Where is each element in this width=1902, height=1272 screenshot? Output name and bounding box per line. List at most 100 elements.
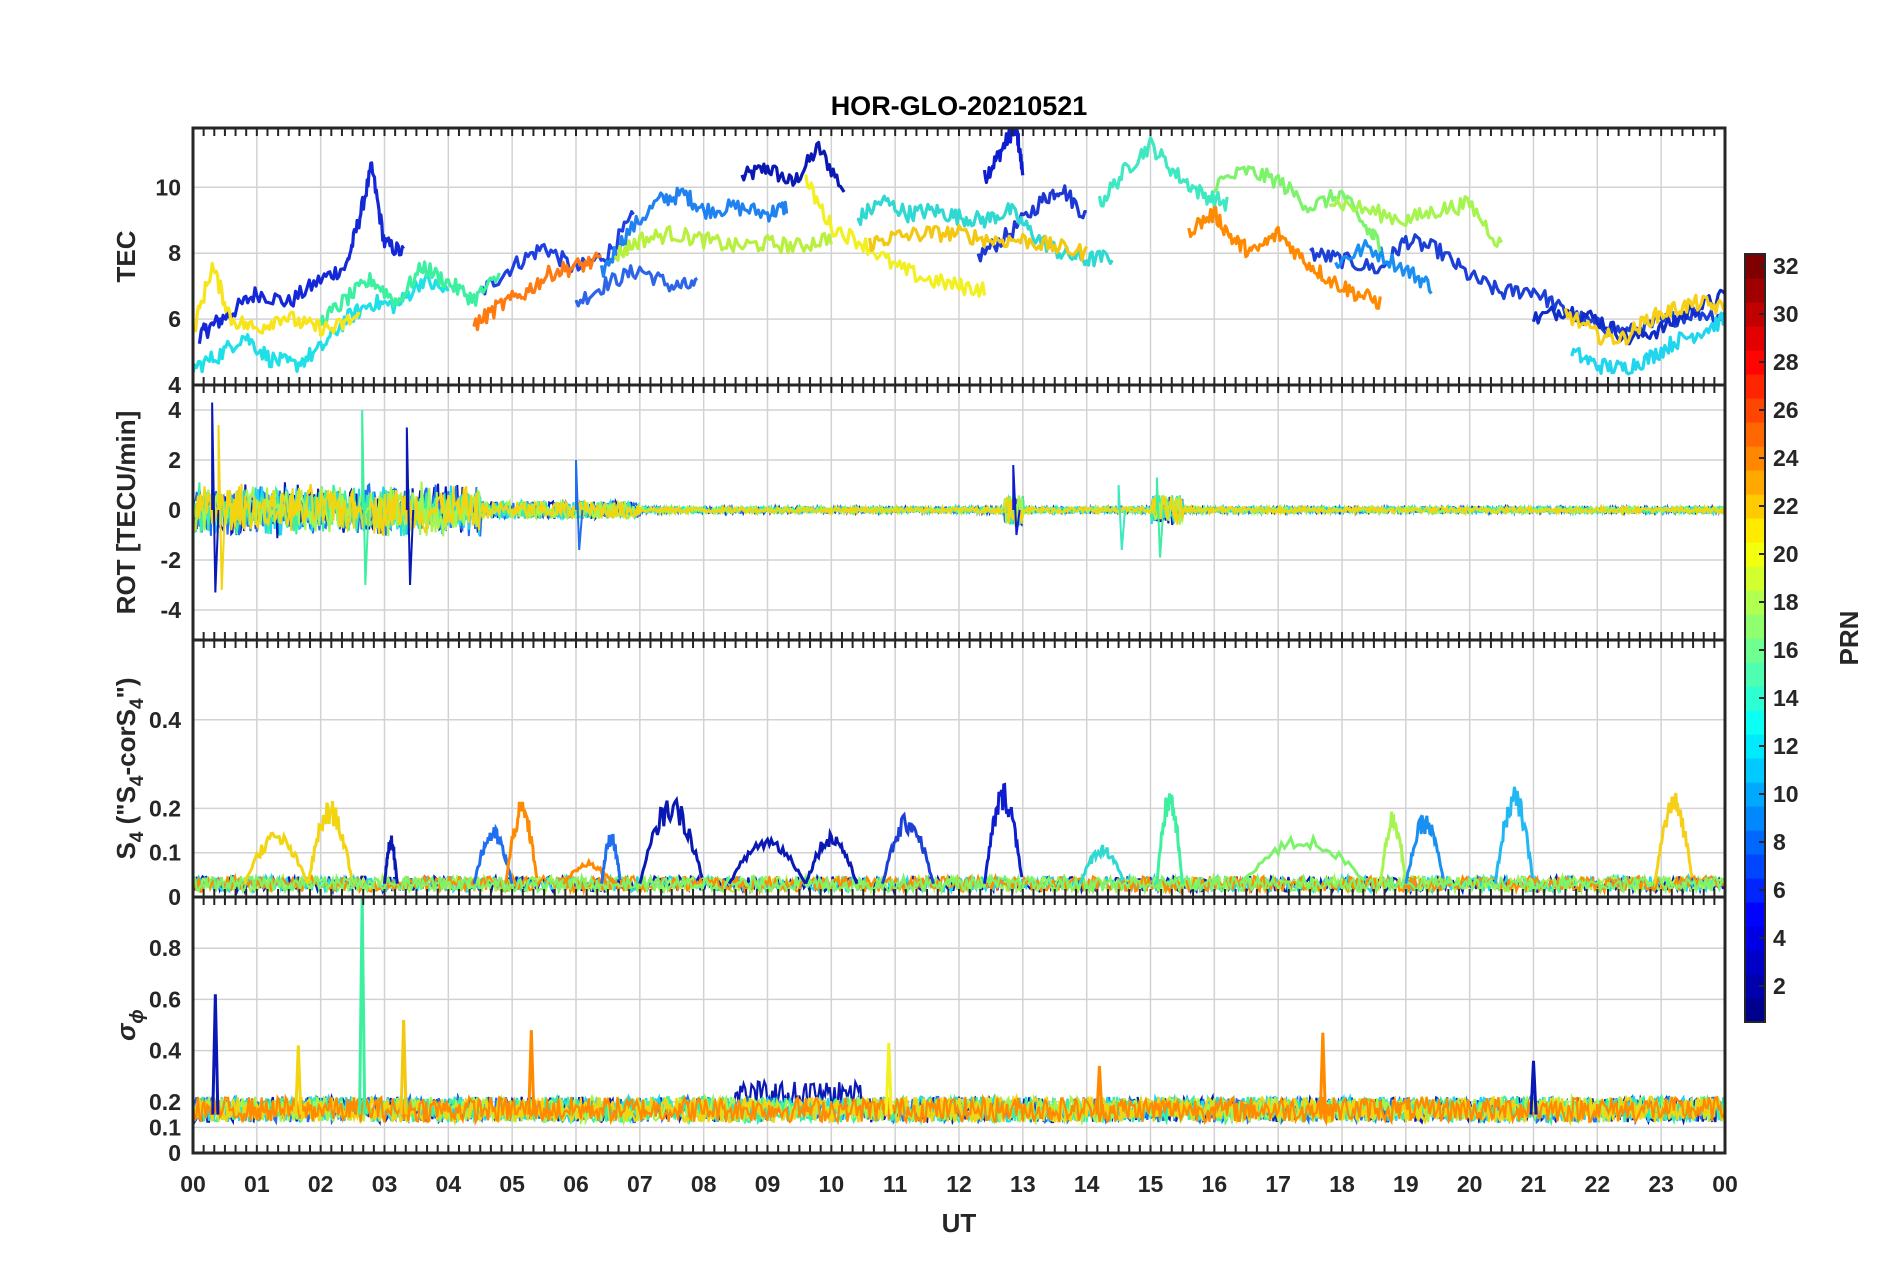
y-tick-label: 0.6 bbox=[149, 986, 181, 1012]
s4-event bbox=[306, 801, 353, 885]
colorbar-segment bbox=[1745, 854, 1765, 879]
sigma-spike bbox=[884, 1042, 893, 1115]
series-line-prn-24 bbox=[472, 251, 602, 332]
y-axis-label: TEC bbox=[111, 230, 141, 282]
sigma-spike bbox=[294, 1045, 303, 1115]
x-tick-label: 00 bbox=[1712, 1171, 1738, 1197]
colorbar-tick-label: 8 bbox=[1773, 829, 1786, 855]
panel-rot: -4 -2 0 2 4 ROT [TECU/min] bbox=[111, 383, 1727, 642]
y-tick-label: 0.2 bbox=[149, 1089, 181, 1115]
y-axis-label: ROT [TECU/min] bbox=[111, 411, 141, 615]
colorbar-segment bbox=[1745, 470, 1765, 495]
colorbar-segment bbox=[1745, 782, 1765, 807]
panel-s4: 00.10.20.4S4 ("S4-corS4") bbox=[111, 638, 1727, 910]
series-line-prn-25 bbox=[1563, 293, 1725, 346]
x-tick-label: 07 bbox=[627, 1171, 653, 1197]
y-axis-label-part: ϕ bbox=[127, 1009, 148, 1023]
colorbar-segment bbox=[1745, 278, 1765, 303]
series-line-prn-15 bbox=[1570, 311, 1725, 376]
rot-burst bbox=[211, 402, 220, 593]
colorbar-tick-label: 12 bbox=[1773, 733, 1799, 759]
colorbar-tick-label: 16 bbox=[1773, 637, 1799, 663]
x-tick-label: 20 bbox=[1457, 1171, 1483, 1197]
y-axis-label-part: ") bbox=[111, 677, 141, 698]
y-axis-label-part: σ bbox=[111, 1022, 141, 1041]
colorbar-segment bbox=[1745, 374, 1765, 399]
colorbar-tick-label: 32 bbox=[1773, 253, 1799, 279]
colorbar-segment bbox=[1745, 542, 1765, 567]
colorbar-label: PRN bbox=[1834, 611, 1864, 666]
data-layer bbox=[193, 402, 1725, 593]
series-line-prn-14 bbox=[1097, 136, 1229, 212]
y-tick-label: 0 bbox=[168, 1140, 181, 1166]
s4-event bbox=[562, 857, 616, 885]
y-axis-label-part: 4 bbox=[127, 698, 148, 709]
colorbar-tick-label: 2 bbox=[1773, 973, 1786, 999]
y-axis-label-part: 4 bbox=[127, 831, 148, 842]
s4-event bbox=[1653, 792, 1694, 884]
sigma-spike bbox=[358, 897, 367, 1115]
sigma-spike bbox=[211, 994, 220, 1115]
colorbar-segment bbox=[1745, 710, 1765, 735]
colorbar-tick-label: 28 bbox=[1773, 349, 1799, 375]
colorbar-tick-label: 4 bbox=[1773, 925, 1786, 951]
s4-event bbox=[1378, 811, 1407, 884]
colorbar-segment bbox=[1745, 422, 1765, 447]
colorbar-tick-label: 10 bbox=[1773, 781, 1799, 807]
panel-tec: 4 6 8 10 TEC bbox=[111, 126, 1727, 398]
colorbar-segment bbox=[1745, 326, 1765, 351]
rot-burst bbox=[1117, 484, 1126, 551]
x-tick-label: 10 bbox=[819, 1171, 845, 1197]
series-line-prn-7 bbox=[574, 264, 698, 308]
x-tick-label: 17 bbox=[1265, 1171, 1291, 1197]
x-tick-label: 00 bbox=[180, 1171, 206, 1197]
y-axis-label-part: ("S bbox=[111, 786, 141, 832]
colorbar-segment bbox=[1745, 998, 1765, 1023]
colorbar-tick-label: 26 bbox=[1773, 397, 1799, 423]
y-tick-label: 4 bbox=[168, 397, 181, 423]
series-line-prn-11 bbox=[1531, 288, 1725, 346]
colorbar-tick-label: 24 bbox=[1773, 445, 1799, 471]
y-tick-label: -2 bbox=[161, 547, 181, 573]
sigma-trace bbox=[193, 1093, 1725, 1127]
colorbar-segment bbox=[1745, 638, 1765, 663]
y-tick-label: 2 bbox=[168, 447, 181, 473]
s4-event bbox=[638, 795, 704, 885]
colorbar-tick-label: 22 bbox=[1773, 493, 1799, 519]
s4-event bbox=[1493, 786, 1534, 884]
colorbar-segment bbox=[1745, 494, 1765, 519]
colorbar-segment bbox=[1745, 518, 1765, 543]
y-tick-label: 10 bbox=[155, 174, 181, 200]
colorbar-tick-label: 14 bbox=[1773, 685, 1799, 711]
s4-event bbox=[880, 811, 935, 885]
sigma-trace bbox=[193, 1092, 1725, 1127]
series-line-prn-22 bbox=[868, 224, 1089, 262]
series-line-prn-21 bbox=[193, 261, 361, 337]
sigma-spike bbox=[1318, 1032, 1327, 1115]
y-tick-label: 0 bbox=[168, 884, 181, 910]
s4-event bbox=[383, 835, 399, 884]
data-layer bbox=[193, 128, 1725, 376]
sigma-spike bbox=[527, 1030, 536, 1115]
rot-burst bbox=[361, 409, 370, 586]
y-axis-label: σϕ bbox=[111, 1009, 148, 1041]
x-tick-label: 02 bbox=[308, 1171, 334, 1197]
series-line-prn-23 bbox=[1187, 205, 1382, 310]
y-tick-label: 0.8 bbox=[149, 935, 181, 961]
rot-burst bbox=[405, 427, 415, 586]
chart-title: HOR-GLO-20210521 bbox=[831, 91, 1088, 121]
x-axis-label: UT bbox=[942, 1208, 977, 1238]
panel-sigma_phi: 00.10.2 0.4 0.6 0.8 σϕ bbox=[111, 895, 1727, 1166]
y-axis-label-part: S bbox=[111, 842, 141, 859]
x-tick-label: 23 bbox=[1648, 1171, 1674, 1197]
x-tick-label: 05 bbox=[499, 1171, 525, 1197]
s4-event bbox=[727, 835, 808, 885]
s4-baseline bbox=[193, 872, 1725, 896]
y-tick-label: 6 bbox=[168, 306, 181, 332]
sigma-spike bbox=[1095, 1065, 1104, 1115]
colorbar-tick-label: 30 bbox=[1773, 301, 1799, 327]
series-line-prn-17 bbox=[1213, 165, 1382, 253]
x-tick-labels: 00 01 02 03 04 05 06 07 08 09 10 11 12 13 14 15 16 17 18 19… bbox=[180, 1171, 1738, 1197]
colorbar-segment bbox=[1745, 734, 1765, 759]
y-tick-label: 0 bbox=[168, 497, 181, 523]
